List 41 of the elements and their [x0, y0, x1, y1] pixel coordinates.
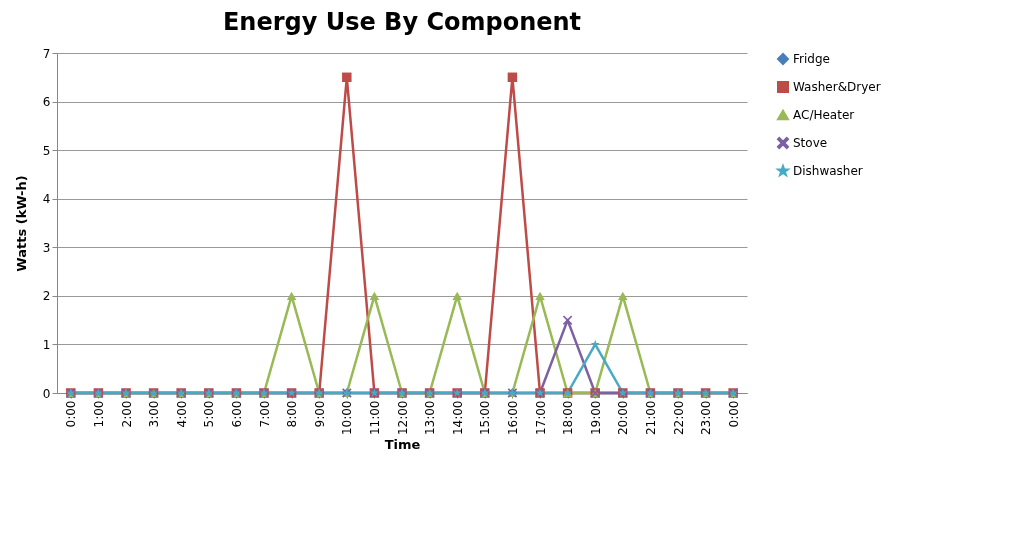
x-tick-label: 18:00	[561, 400, 576, 436]
x-tick-label: 2:00	[119, 400, 134, 428]
x-tick-label: 15:00	[478, 400, 493, 436]
y-tick-label: 3	[42, 240, 51, 255]
x-tick-label: 1:00	[91, 400, 106, 428]
x-tick-label: 14:00	[450, 400, 465, 436]
x-tick-label: 3:00	[147, 400, 162, 428]
legend-label: Washer&Dryer	[793, 80, 881, 94]
x-tick-label: 16:00	[505, 400, 520, 436]
legend-label: Dishwasher	[793, 164, 863, 178]
y-tick-label: 7	[42, 46, 51, 61]
x-tick-label: 7:00	[257, 400, 272, 428]
x-tick-label: 0:00	[726, 400, 741, 428]
x-tick-label: 20:00	[616, 400, 631, 436]
x-tick-label: 11:00	[367, 400, 382, 436]
y-axis-title: Watts (kW-h)	[13, 175, 29, 272]
y-tick-label: 5	[42, 143, 51, 158]
x-tick-label: 12:00	[395, 400, 410, 436]
x-tick-label: 6:00	[229, 400, 244, 428]
legend-label: AC/Heater	[793, 108, 855, 122]
legend-label: Stove	[793, 136, 828, 150]
x-tick-label: 21:00	[643, 400, 658, 436]
x-tick-label: 10:00	[340, 400, 355, 436]
y-tick-label: 2	[42, 289, 51, 304]
x-tick-label: 8:00	[285, 400, 300, 428]
y-tick-label: 4	[42, 192, 51, 207]
x-tick-label: 19:00	[588, 400, 603, 436]
x-tick-label: 22:00	[671, 400, 686, 436]
x-axis-title: Time	[384, 437, 421, 453]
x-tick-label: 4:00	[174, 400, 189, 428]
chart-title: Energy Use By Component	[222, 8, 582, 36]
y-tick-label: 6	[42, 95, 51, 110]
x-tick-label: 13:00	[423, 400, 438, 436]
y-tick-label: 1	[42, 337, 51, 352]
x-tick-label: 5:00	[202, 400, 217, 428]
legend-label: Fridge	[793, 52, 830, 66]
x-tick-label: 23:00	[699, 400, 714, 436]
x-tick-label: 0:00	[64, 400, 79, 428]
y-tick-label: 0	[42, 386, 51, 401]
x-tick-label: 17:00	[533, 400, 548, 436]
x-tick-label: 9:00	[312, 400, 327, 428]
